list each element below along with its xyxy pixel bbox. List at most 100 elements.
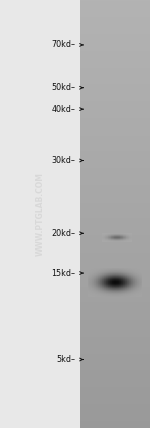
Bar — [80, 138, 150, 140]
Bar — [80, 271, 150, 273]
Bar — [80, 208, 150, 210]
Bar — [80, 223, 150, 224]
Bar — [80, 311, 150, 312]
Bar — [80, 3, 150, 4]
Bar — [80, 265, 150, 267]
Bar — [80, 120, 150, 121]
Bar — [80, 103, 150, 104]
Bar — [80, 232, 150, 234]
Bar — [80, 33, 150, 34]
Bar — [80, 123, 150, 124]
Bar — [80, 95, 150, 97]
Bar — [80, 388, 150, 389]
Bar — [80, 73, 150, 74]
Bar — [80, 17, 150, 18]
Bar — [80, 155, 150, 157]
Bar — [80, 347, 150, 348]
Bar — [80, 90, 150, 91]
Bar — [80, 408, 150, 410]
Bar — [80, 12, 150, 13]
Bar — [80, 424, 150, 425]
Bar — [80, 281, 150, 282]
Bar — [80, 65, 150, 67]
Bar — [80, 53, 150, 54]
Bar — [80, 262, 150, 264]
Bar — [80, 144, 150, 146]
Bar — [80, 20, 150, 21]
Bar — [80, 83, 150, 84]
Bar — [80, 101, 150, 103]
Bar — [80, 121, 150, 123]
Bar — [80, 238, 150, 240]
Bar — [80, 333, 150, 334]
Bar — [80, 305, 150, 307]
Bar — [80, 218, 150, 220]
Bar — [80, 178, 150, 180]
Bar — [80, 284, 150, 285]
Bar — [80, 421, 150, 422]
Bar — [80, 278, 150, 279]
Bar — [80, 257, 150, 258]
Bar — [80, 291, 150, 292]
Bar — [80, 174, 150, 175]
Bar — [80, 150, 150, 151]
Bar — [80, 137, 150, 138]
Bar — [80, 125, 150, 127]
Bar — [80, 171, 150, 172]
Bar — [80, 394, 150, 395]
Bar — [80, 419, 150, 421]
Bar — [80, 348, 150, 350]
Bar — [80, 143, 150, 144]
Bar — [80, 81, 150, 83]
Bar — [80, 277, 150, 278]
Bar — [80, 231, 150, 232]
Bar — [80, 167, 150, 168]
Bar — [80, 287, 150, 288]
Bar — [80, 389, 150, 391]
Text: 20kd–: 20kd– — [51, 229, 75, 238]
Bar — [80, 213, 150, 214]
Bar — [80, 248, 150, 250]
Bar — [80, 170, 150, 171]
Bar — [80, 220, 150, 221]
Bar — [80, 26, 150, 27]
Bar — [80, 344, 150, 345]
Bar — [80, 13, 150, 14]
Bar — [80, 261, 150, 262]
Bar — [80, 201, 150, 202]
Bar — [80, 309, 150, 311]
Bar — [80, 39, 150, 40]
Bar — [80, 350, 150, 351]
Bar — [80, 128, 150, 130]
Bar — [80, 308, 150, 309]
Bar — [80, 334, 150, 335]
Bar — [80, 63, 150, 64]
Bar — [80, 285, 150, 287]
Bar — [80, 399, 150, 401]
Bar — [80, 14, 150, 16]
Bar — [80, 77, 150, 78]
Bar — [80, 114, 150, 116]
Bar — [80, 301, 150, 303]
Bar — [80, 184, 150, 185]
Bar — [80, 34, 150, 36]
Bar — [80, 57, 150, 59]
Bar — [80, 70, 150, 71]
Bar — [80, 240, 150, 241]
Bar — [80, 211, 150, 213]
Bar — [80, 282, 150, 284]
Bar — [80, 374, 150, 375]
Bar — [80, 241, 150, 243]
Bar — [80, 47, 150, 48]
Bar — [80, 30, 150, 31]
Bar — [80, 181, 150, 183]
Bar — [80, 364, 150, 365]
Bar — [80, 298, 150, 300]
Bar — [80, 380, 150, 381]
Bar — [80, 197, 150, 198]
Bar — [80, 245, 150, 247]
Bar — [80, 193, 150, 194]
Bar — [80, 253, 150, 254]
Bar — [80, 294, 150, 295]
Bar — [80, 237, 150, 238]
